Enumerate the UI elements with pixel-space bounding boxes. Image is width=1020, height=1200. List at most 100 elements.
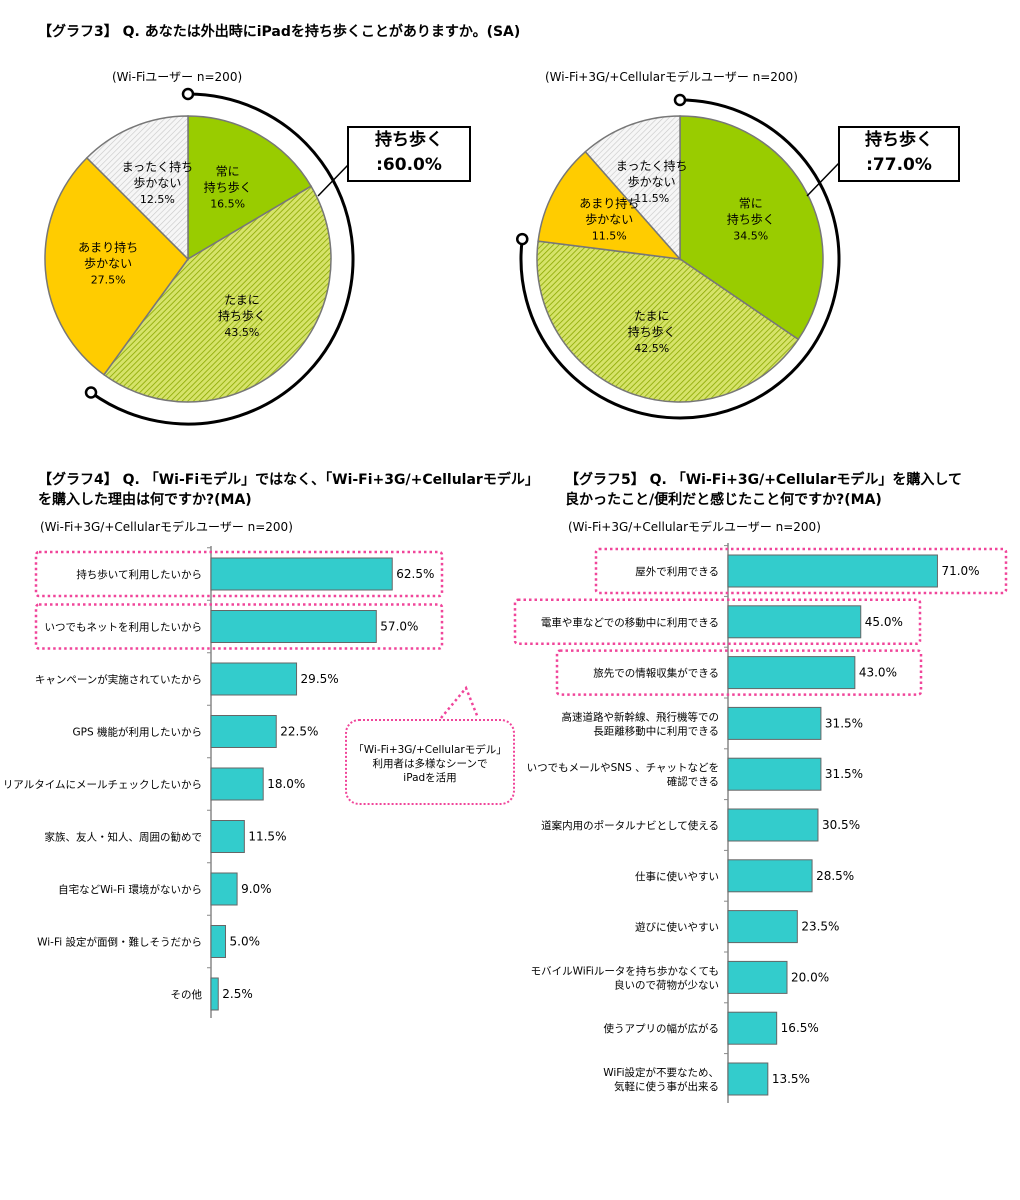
graph5-label-10: WiFi設定が不要なため、気軽に使う事が出来る [603, 1066, 719, 1093]
graph4-bar-1 [210, 610, 377, 643]
graph4-bar-4 [210, 767, 264, 801]
graph4-label-3: GPS 機能が利用したいから [73, 726, 202, 739]
note-line3: iPadを活用 [403, 772, 457, 784]
graph4-value-0: 62.5% [396, 567, 434, 581]
graph5-value-1: 45.0% [865, 615, 903, 629]
graph5-value-9: 16.5% [781, 1021, 819, 1035]
graph5-label-2: 旅先での情報収集ができる [593, 667, 719, 680]
graph4-bar-7 [210, 925, 226, 958]
graph5-value-3: 31.5% [825, 716, 863, 730]
pie1-label-2: あまり持ち歩かない 27.5% [78, 239, 138, 286]
pie1-carry-arc [90, 92, 355, 426]
pie2-label-1: たまに持ち歩く 42.5% [628, 309, 676, 355]
pie2-slice-1 [536, 240, 800, 403]
pie2-callout-line1: 持ち歩く [865, 130, 933, 150]
pie1-label-3: まったく持ち歩かない 12.5% [122, 159, 194, 206]
pie1-callout-line2: :60.0% [376, 155, 442, 175]
bar-charts: 62.5% 持ち歩いて利用したいから 57.0% いつでもネットを利用したいから 29.… [3, 543, 1008, 1103]
graph4-bar-3 [210, 715, 277, 748]
pie1-slice-2 [44, 156, 189, 376]
graph5-label-7: 遊びに使いやすい [635, 921, 719, 934]
graph5-bar-9 [727, 1011, 778, 1045]
pie1-arc-end-1 [84, 386, 98, 399]
pie2-slice-0 [679, 115, 824, 341]
graph5-value-10: 13.5% [772, 1072, 810, 1086]
graph5-bar-4 [727, 757, 822, 791]
graph5-label-0: 屋外で利用できる [635, 566, 719, 578]
graph5-bar-3 [727, 706, 822, 740]
graph5-subtitle: (Wi-Fi+3G/+Cellularモデルユーザー n=200) [568, 520, 821, 534]
graph5-label-6: 仕事に使いやすい [635, 870, 719, 883]
graph5-value-8: 20.0% [791, 970, 829, 984]
graph4-value-8: 2.5% [222, 987, 253, 1001]
pie2-arc-end-0 [673, 93, 687, 107]
graph4-bar-chart: 62.5% 持ち歩いて利用したいから 57.0% いつでもネットを利用したいから 29.… [3, 546, 444, 1018]
graph4-label-8: その他 [171, 988, 203, 1001]
graph4-bar-0 [210, 557, 393, 591]
graph4-subtitle: (Wi-Fi+3G/+Cellularモデルユーザー n=200) [40, 520, 293, 534]
graph5-bar-1 [727, 605, 862, 639]
graph4-value-1: 57.0% [380, 620, 418, 634]
graph5-label-1: 電車や車などでの移動中に利用できる [541, 616, 719, 629]
pie1-slice-3 [85, 115, 189, 261]
pie2-arc-end-1 [516, 232, 529, 246]
graph5-title-line2: 良かったこと/便利だと感じたこと何ですか?(MA) [565, 492, 882, 508]
graph4-value-7: 5.0% [230, 935, 261, 949]
note-line1: 「Wi-Fi+3G/+Cellularモデル」 [353, 744, 507, 756]
graph5-label-5: 道案内用のポータルナビとして使える [541, 819, 719, 832]
graph4-value-3: 22.5% [280, 725, 318, 739]
graph5-highlight-1 [513, 598, 922, 646]
pie2-carry-arc [519, 98, 841, 420]
pie2-slice-3 [584, 115, 681, 261]
pie2-label-0: 常に持ち歩く 34.5% [727, 197, 775, 243]
graph4-label-6: 自宅などWi-Fi 環境がないから [58, 883, 202, 896]
graph5-title-line1: 【グラフ5】 Q. 「Wi-Fi+3G/+Cellularモデル」を購入して [565, 472, 962, 488]
graph5-label-4: いつでもメールやSNS 、チャットなどを確認できる [527, 762, 719, 788]
graph4-value-4: 18.0% [267, 777, 305, 791]
pie2-label-3: まったく持ち歩かない 11.5% [616, 158, 688, 205]
graph4-value-6: 9.0% [241, 882, 272, 896]
graph4-bar-6 [210, 872, 238, 906]
graph5-highlight-2 [555, 649, 923, 696]
graph4-highlight-1 [34, 603, 444, 650]
graph5-label-9: 使うアプリの幅が広がる [604, 1022, 720, 1035]
graph4-label-5: 家族、友人・知人、周囲の勧めで [45, 831, 203, 844]
pie2-slice-2 [537, 150, 682, 260]
graph4-note: 「Wi-Fi+3G/+Cellularモデル」 利用者は多様なシーンで iPad… [345, 719, 515, 805]
graph4-value-5: 11.5% [248, 830, 286, 844]
graph5-label-8: モバイルWiFiルータを持ち歩かなくても良いので荷物が少ない [531, 964, 719, 991]
graph5-value-4: 31.5% [825, 767, 863, 781]
graph5-value-2: 43.0% [859, 666, 897, 680]
graph5-value-6: 28.5% [816, 869, 854, 883]
pie1-callout: 持ち歩く :60.0% [347, 126, 471, 182]
pie2-label-2: あまり持ち歩かない 11.5% [579, 196, 639, 243]
graph4-highlight-0 [34, 550, 444, 598]
pie1-slice-1 [102, 185, 332, 403]
graph3-title: 【グラフ3】 Q. あなたは外出時にiPadを持ち歩くことがありますか。(SA) [38, 24, 521, 40]
pie2-callout: 持ち歩く :77.0% [838, 126, 960, 182]
graph4-title-line1: 【グラフ4】 Q. 「Wi-Fiモデル」ではなく、「Wi-Fi+3G/+Cell… [38, 472, 539, 488]
graph5-value-7: 23.5% [801, 920, 839, 934]
pie1-arc-end-0 [181, 87, 195, 101]
pie1-label-1: たまに持ち歩く 43.5% [218, 293, 266, 339]
graph5-label-3: 高速道路や新幹線、飛行機等での長距離移動中に利用できる [562, 710, 720, 737]
pie-charts: 常に持ち歩く 16.5% たまに持ち歩く 43.5% あまり持ち歩かない 27.5% まった… [44, 87, 841, 426]
graph4-value-2: 29.5% [301, 672, 339, 686]
graph4-label-1: いつでもネットを利用したいから [45, 622, 203, 634]
pie1-callout-line [317, 164, 349, 197]
pie2-subtitle: (Wi-Fi+3G/+Cellularモデルユーザー n=200) [545, 70, 798, 84]
graph5-bar-chart: 71.0% 屋外で利用できる 45.0% 電車や車などでの移動中に利用できる 43.0%… [513, 543, 1008, 1103]
pie2-chart: 常に持ち歩く 34.5% たまに持ち歩く 42.5% あまり持ち歩かない 11.5%まった… [516, 93, 841, 420]
pie2-callout-line2: :77.0% [866, 155, 932, 175]
graph5-bar-7 [727, 910, 798, 944]
pie1-callout-line1: 持ち歩く [375, 130, 443, 150]
note-pointer [440, 685, 480, 719]
graph4-label-7: Wi-Fi 設定が面倒・難しそうだから [37, 936, 202, 949]
pie1-subtitle: (Wi-Fiユーザー n=200) [112, 70, 243, 84]
pie1-chart: 常に持ち歩く 16.5% たまに持ち歩く 43.5% あまり持ち歩かない 27.5% まった… [44, 87, 355, 426]
graph4-label-4: リアルタイムにメールチェックしたいから [3, 779, 202, 791]
graph5-bar-10 [727, 1062, 769, 1096]
pie1-label-0: 常に持ち歩く 16.5% [204, 164, 252, 210]
graph4-bar-8 [210, 977, 219, 1011]
graph5-value-5: 30.5% [822, 818, 860, 832]
